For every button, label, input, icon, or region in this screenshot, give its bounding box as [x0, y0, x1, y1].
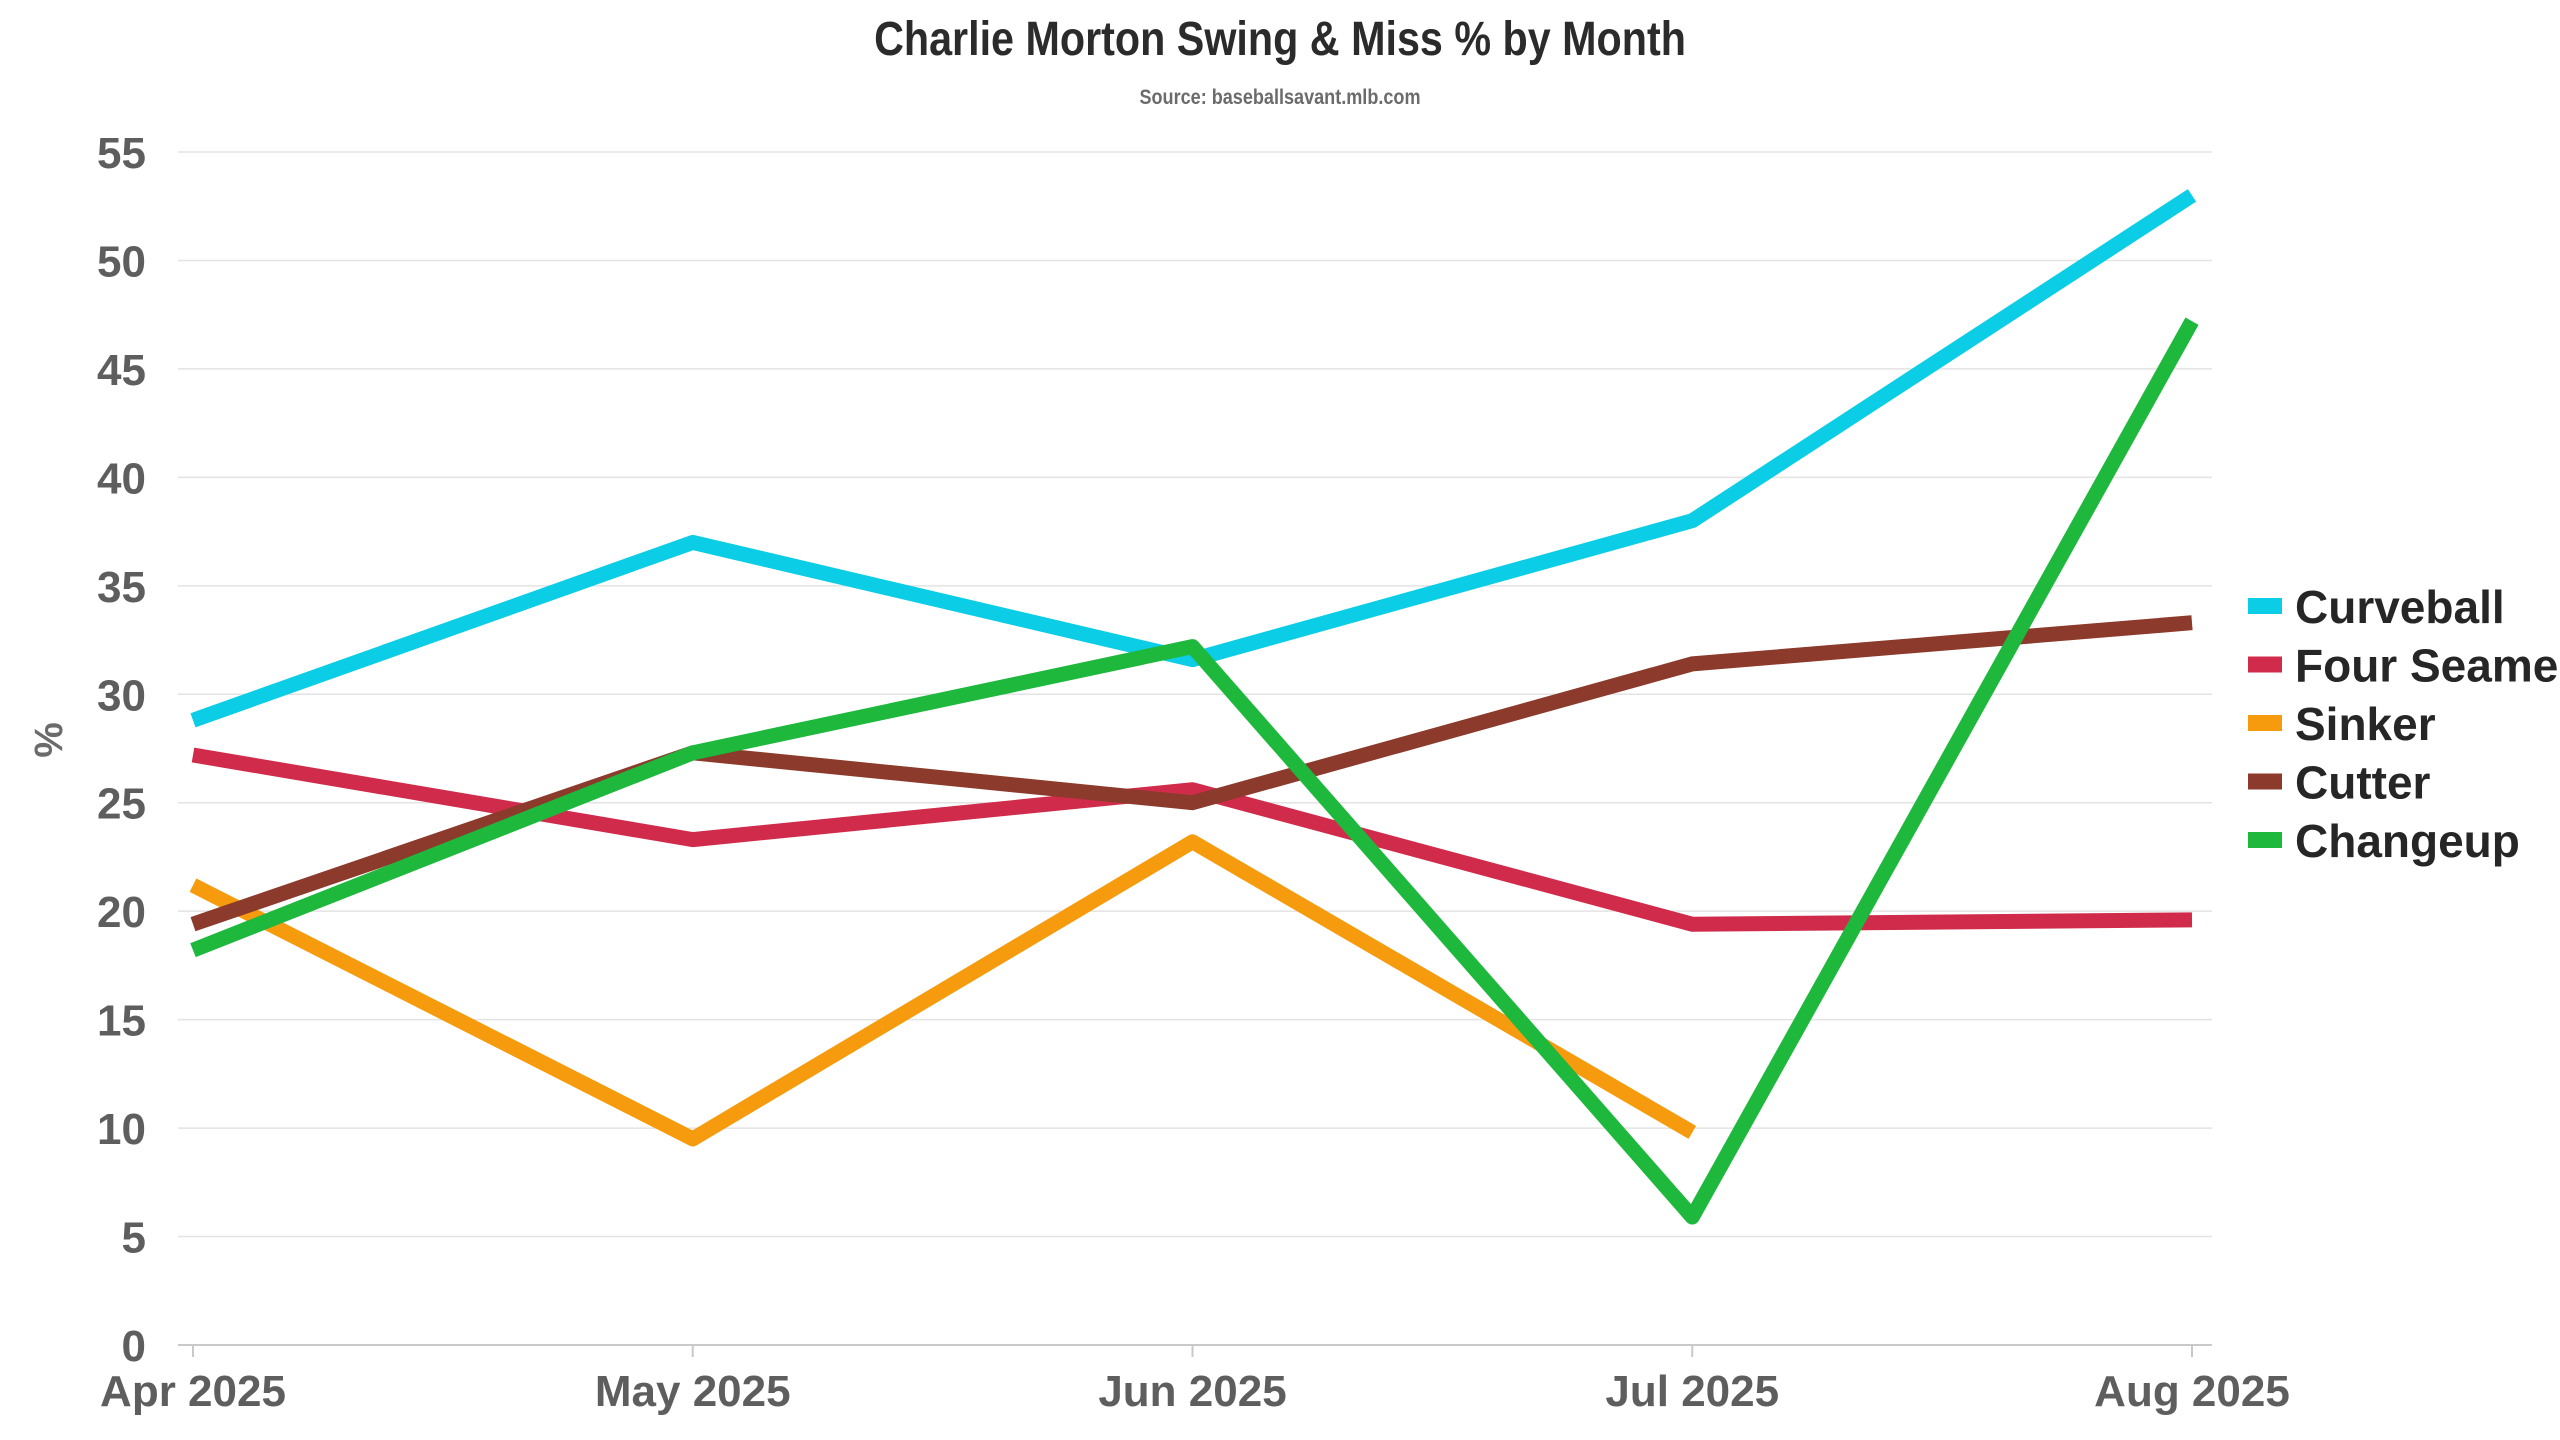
y-tick-label: 50	[97, 237, 146, 286]
y-tick-label: 20	[97, 888, 146, 937]
legend-item-label[interactable]: Cutter	[2295, 757, 2431, 809]
x-tick-label: Jul 2025	[1605, 1367, 1779, 1416]
series-line-cutter	[190, 615, 2193, 932]
legend-item-label[interactable]: Sinker	[2295, 698, 2436, 750]
series-line-changeup	[190, 317, 2199, 1225]
x-tick-label: Apr 2025	[100, 1367, 286, 1416]
legend-swatch	[2248, 773, 2282, 790]
y-tick-label: 55	[97, 129, 146, 178]
x-axis-ticks: Apr 2025 May 2025 Jun 2025 Jul 2025 Aug 2025	[100, 1345, 2290, 1416]
chart-subtitle: Source: baseballsavant.mlb.com	[1139, 86, 1421, 109]
legend[interactable]: Curveball Four Seamer Sinker Cutter Changeup	[2248, 581, 2560, 867]
series-lines	[189, 189, 2199, 1225]
y-tick-label: 40	[97, 454, 146, 503]
x-tick-label: Jun 2025	[1098, 1367, 1286, 1416]
y-axis-ticks: 0 5 10 15 20 25 30 35 40 45 50 55	[97, 129, 146, 1371]
y-tick-label: 5	[122, 1214, 146, 1263]
y-tick-label: 15	[97, 997, 146, 1046]
x-tick-label: May 2025	[595, 1367, 791, 1416]
chart-title: Charlie Morton Swing & Miss % by Month	[874, 13, 1686, 66]
x-tick-label: Aug 2025	[2094, 1367, 2290, 1416]
y-tick-label: 25	[97, 780, 146, 829]
y-tick-label: 10	[97, 1105, 146, 1154]
legend-swatch	[2248, 832, 2282, 848]
gridlines	[178, 151, 2212, 1346]
legend-item-label[interactable]: Changeup	[2295, 815, 2520, 867]
y-tick-label: 35	[97, 563, 146, 612]
legend-swatch	[2248, 656, 2282, 673]
y-tick-label: 45	[97, 346, 146, 395]
legend-swatch	[2248, 715, 2282, 731]
series-line-sinker	[189, 834, 1697, 1147]
legend-item-label[interactable]: Four Seamer	[2295, 640, 2560, 692]
legend-swatch	[2248, 598, 2282, 614]
y-axis-label: %	[27, 722, 71, 758]
series-line-curveball	[190, 189, 2197, 728]
y-tick-label: 0	[122, 1322, 146, 1371]
legend-item-label[interactable]: Curveball	[2295, 581, 2505, 633]
y-tick-label: 30	[97, 671, 146, 720]
